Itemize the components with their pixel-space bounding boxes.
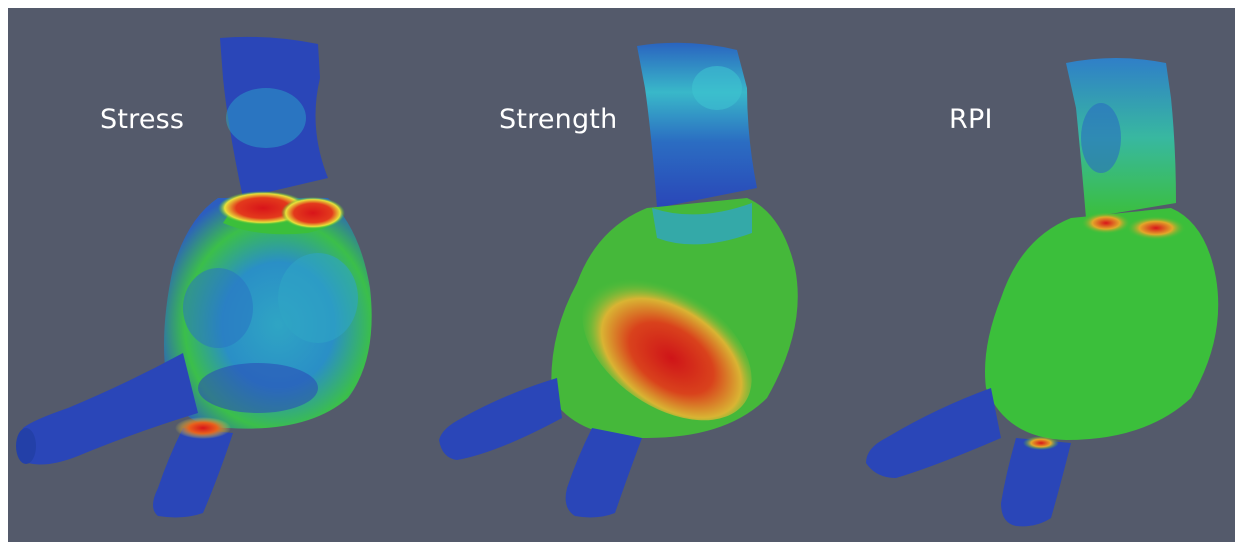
strength-aneurysm-render xyxy=(417,8,826,542)
strength-panel: Strength xyxy=(417,8,826,542)
figure-frame: Stress xyxy=(8,8,1235,542)
strength-label: Strength xyxy=(499,104,617,135)
stress-panel: Stress xyxy=(8,8,417,542)
rpi-panel: RPI xyxy=(826,8,1235,542)
stress-aneurysm-render xyxy=(8,8,417,542)
rpi-label: RPI xyxy=(949,104,993,135)
rpi-aneurysm-render xyxy=(826,8,1235,542)
stress-label: Stress xyxy=(100,104,184,135)
